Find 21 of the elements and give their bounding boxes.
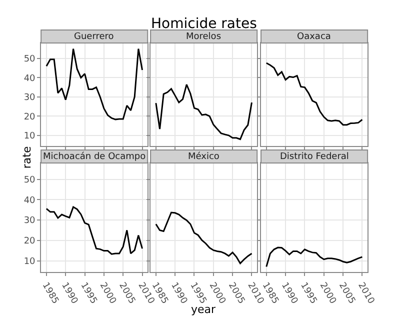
chart-title: Oaxaca xyxy=(297,32,331,42)
y-tick-label: 40 xyxy=(24,196,36,206)
y-tick-label: 10 xyxy=(24,132,36,142)
y-tick-label: 20 xyxy=(24,236,36,247)
text: Homicide rates xyxy=(151,16,257,32)
y-tick-label: 50 xyxy=(24,54,36,65)
y-tick-label: 20 xyxy=(24,112,36,122)
y-tick-label: 30 xyxy=(24,93,36,104)
y-axis-title: rate xyxy=(20,146,34,169)
chart-title: Distrito Federal xyxy=(280,152,349,162)
chart-title: Michoacán de Ocampo xyxy=(43,151,146,162)
chart-title: México xyxy=(188,151,220,162)
y-tick-label: 40 xyxy=(24,74,36,84)
x-axis-title: year xyxy=(191,303,216,316)
line-series xyxy=(46,48,144,120)
y-tick-label: 10 xyxy=(24,256,36,267)
y-tick-label: 50 xyxy=(24,175,36,186)
line-series xyxy=(46,206,144,255)
chart-title: Morelos xyxy=(186,32,222,42)
y-tick-label: 30 xyxy=(24,216,36,226)
chart-title: Guerrero xyxy=(74,32,114,42)
